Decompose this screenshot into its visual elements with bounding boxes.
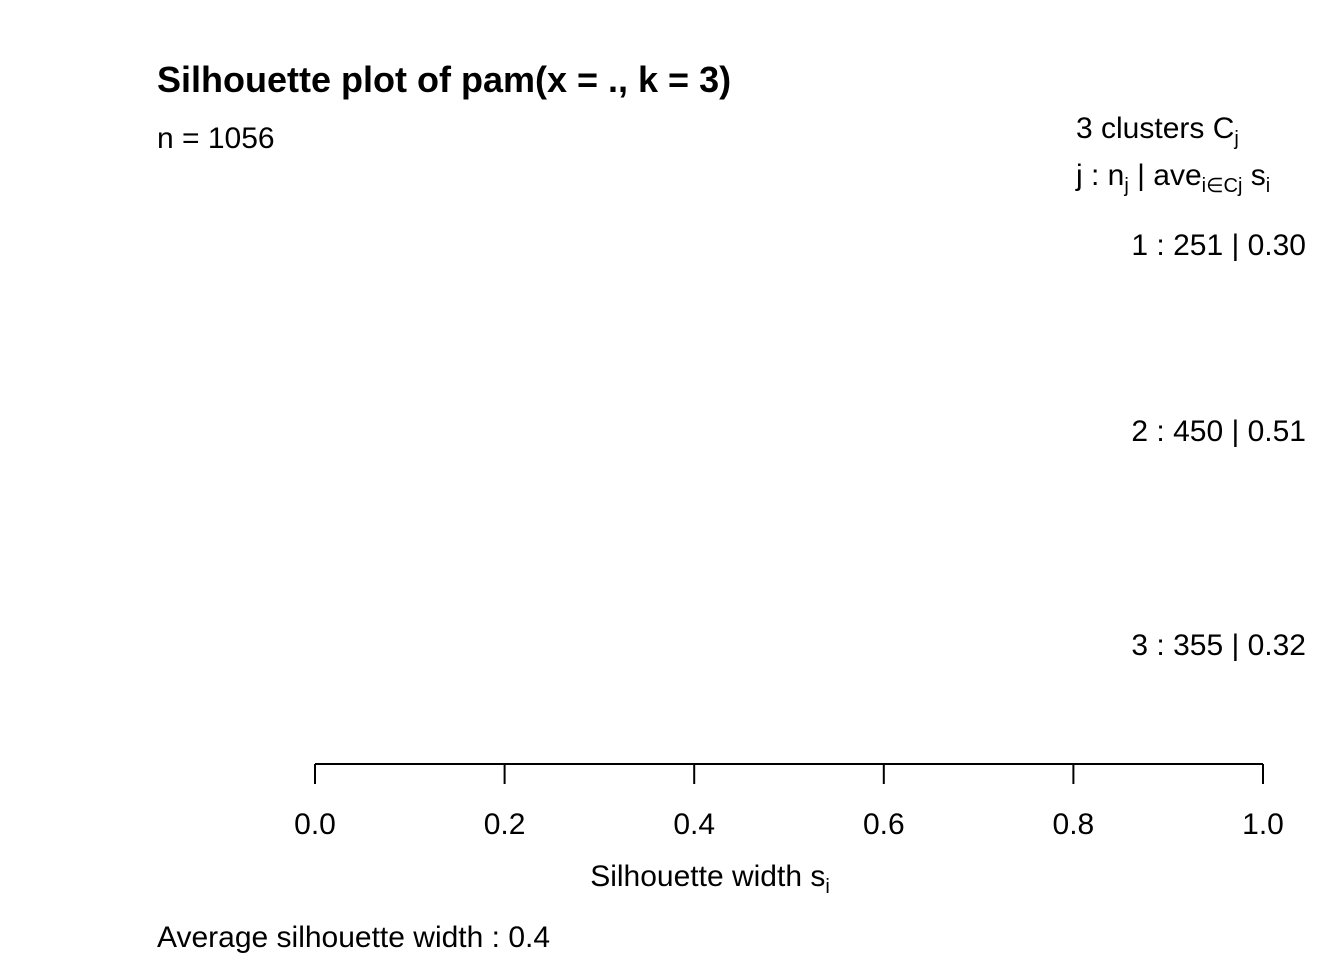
x-axis-label-text: Silhouette width s: [590, 860, 825, 893]
x-axis: 0.0 0.2 0.4 0.6 0.8 1.0: [294, 763, 1284, 841]
x-axis-ticks: 0.0 0.2 0.4 0.6 0.8 1.0: [294, 764, 1284, 841]
legend-colhead-s-sub: i: [1265, 175, 1271, 197]
cluster-label-3: 3 : 355 | 0.32: [1131, 629, 1306, 662]
legend-colhead-ave-sub: i∈Cj: [1201, 175, 1243, 197]
x-tick-label: 1.0: [1242, 808, 1284, 841]
x-axis-label: Silhouette width si: [590, 860, 830, 898]
legend-heading: 3 clusters Cj: [1076, 111, 1239, 150]
x-tick-label: 0.4: [673, 808, 715, 841]
x-tick-label: 0.2: [484, 808, 526, 841]
cluster-label-2: 2 : 450 | 0.51: [1131, 415, 1306, 448]
cluster-label-1: 1 : 251 | 0.30: [1131, 229, 1306, 262]
legend-colhead-ave: | ave: [1128, 159, 1202, 192]
legend-column-header: j : nj | avei∈Cj si: [1076, 158, 1271, 197]
x-tick-label: 0.6: [863, 808, 905, 841]
x-axis-label-sub: i: [825, 876, 829, 898]
legend-heading-text: 3 clusters C: [1076, 112, 1235, 145]
legend-colhead-j-sub: j: [1124, 175, 1129, 197]
x-tick-label: 0.8: [1053, 808, 1095, 841]
x-tick-label: 0.0: [294, 808, 336, 841]
legend-heading-sub: j: [1234, 128, 1239, 150]
chart-title: Silhouette plot of pam(x = ., k = 3): [157, 59, 732, 100]
chart-subtitle: n = 1056: [157, 122, 275, 155]
cluster-labels: 1 : 251 | 0.30 2 : 450 | 0.51 3 : 355 | 0.…: [1131, 229, 1306, 662]
average-silhouette-width: Average silhouette width : 0.4: [157, 921, 551, 954]
legend-colhead-j: j : n: [1076, 159, 1125, 192]
legend-colhead-s: s: [1242, 159, 1266, 192]
